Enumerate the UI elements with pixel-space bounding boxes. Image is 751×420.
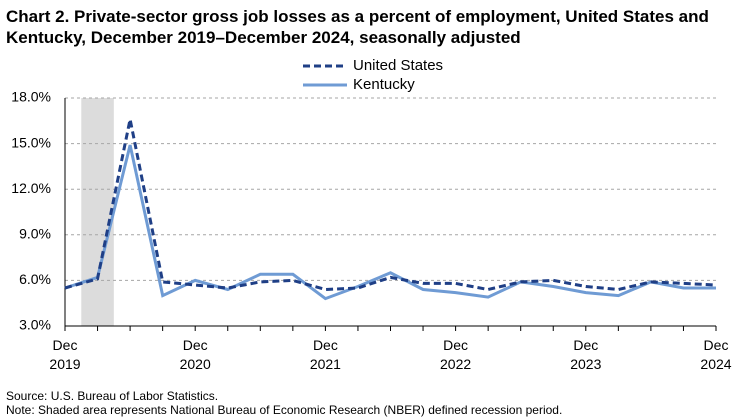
x-tick-label-year: 2023	[570, 356, 601, 372]
x-tick-label-month: Dec	[573, 337, 598, 353]
chart-title: Chart 2. Private-sector gross job losses…	[6, 7, 709, 47]
series-line-united-states	[64, 118, 717, 292]
x-tick-label-month: Dec	[443, 337, 468, 353]
y-tick-label: 18.0%	[11, 89, 51, 105]
x-tick-label-month: Dec	[53, 337, 78, 353]
x-tick-label-year: 2024	[700, 356, 731, 372]
line-chart: 3.0% 6.0% 9.0% 12.0% 15.0% 18.0% Dec 2019 Dec 202…	[11, 89, 731, 372]
chart-legend: United States Kentucky	[303, 56, 443, 94]
y-tick-label: 6.0%	[19, 271, 51, 287]
series-line-kentucky	[64, 144, 716, 301]
x-tick-label-year: 2022	[440, 356, 471, 372]
recession-shading	[81, 98, 114, 326]
shading-note: Note: Shaded area represents National Bu…	[6, 403, 563, 417]
x-tick-label-month: Dec	[313, 337, 338, 353]
legend-label-ky: Kentucky	[353, 76, 415, 93]
source-note: Source: U.S. Bureau of Labor Statistics.	[6, 389, 219, 403]
x-tick-label-month: Dec	[183, 337, 208, 353]
x-tick-label-month: Dec	[704, 337, 729, 353]
x-tick-label-year: 2021	[310, 356, 341, 372]
legend-swatch-ky	[303, 83, 347, 86]
y-tick-label: 12.0%	[11, 180, 51, 196]
x-tick-label-year: 2020	[180, 356, 211, 372]
x-tick-label-year: 2019	[49, 356, 80, 372]
legend-item-us: United States	[303, 56, 443, 75]
legend-swatch-us	[303, 64, 347, 67]
legend-item-ky: Kentucky	[303, 75, 443, 94]
y-tick-label: 3.0%	[19, 317, 51, 333]
y-tick-label: 15.0%	[11, 134, 51, 150]
y-tick-label: 9.0%	[19, 226, 51, 242]
legend-label-us: United States	[353, 57, 444, 74]
